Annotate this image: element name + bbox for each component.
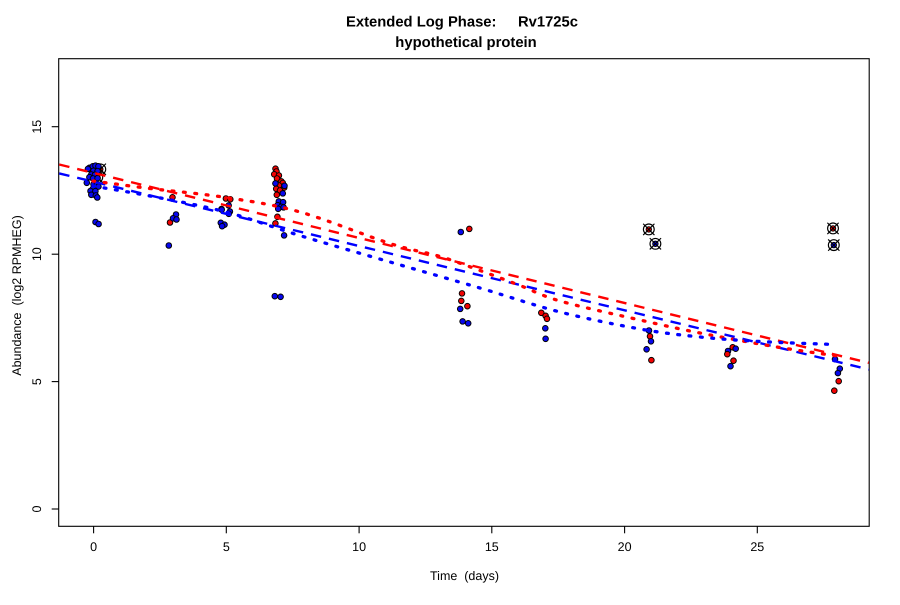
- svg-text:Time (days): Time (days): [430, 569, 499, 583]
- svg-text:0: 0: [30, 505, 44, 512]
- svg-text:5: 5: [30, 378, 44, 385]
- svg-text:0: 0: [90, 540, 97, 554]
- svg-text:20: 20: [618, 540, 632, 554]
- svg-text:5: 5: [223, 540, 230, 554]
- svg-text:Rv1725c: Rv1725c: [518, 15, 578, 31]
- svg-text:Extended Log Phase:: Extended Log Phase:: [346, 15, 496, 31]
- svg-text:15: 15: [485, 540, 499, 554]
- svg-text:10: 10: [30, 247, 44, 261]
- svg-text:hypothetical protein: hypothetical protein: [395, 35, 536, 51]
- svg-text:15: 15: [30, 120, 44, 134]
- svg-text:10: 10: [352, 540, 366, 554]
- svg-text:Abundance (log2 RPMHEG): Abundance (log2 RPMHEG): [10, 215, 24, 376]
- svg-text:25: 25: [750, 540, 764, 554]
